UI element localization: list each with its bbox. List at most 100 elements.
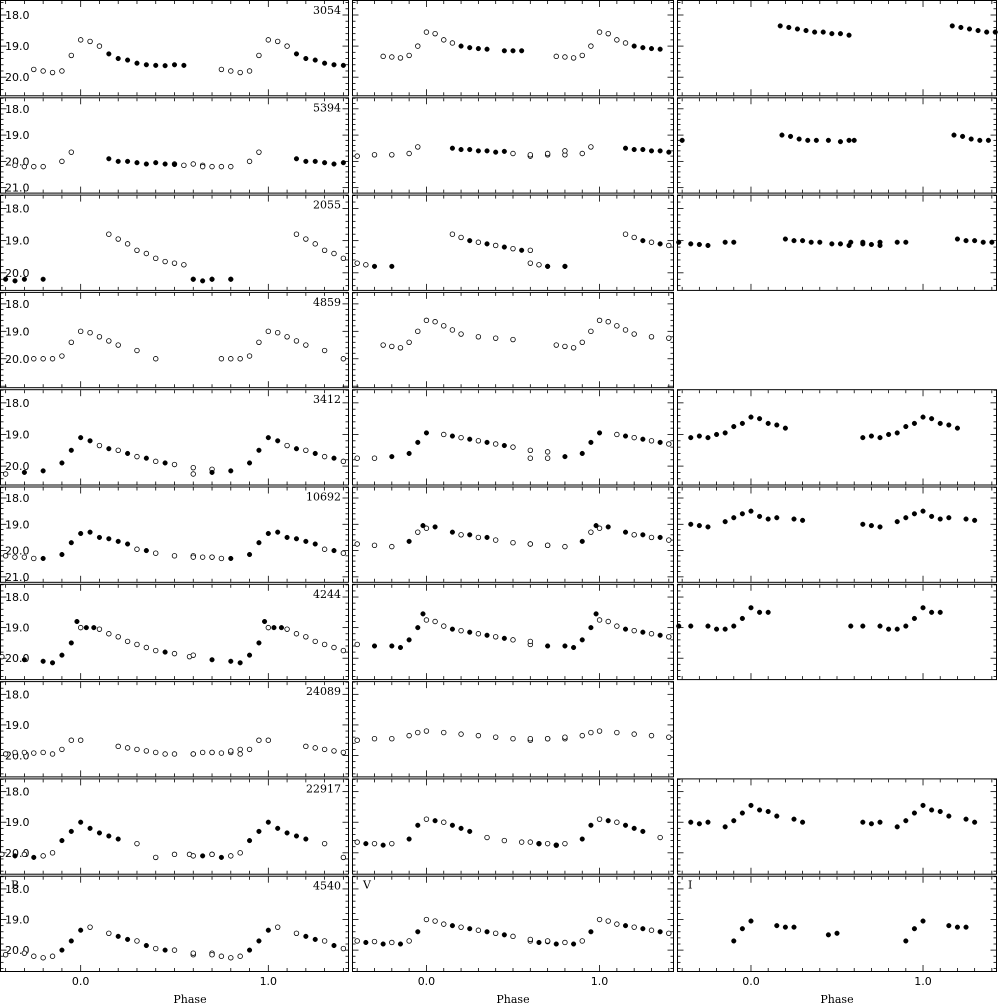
data-point-filled xyxy=(640,926,646,932)
data-point-filled xyxy=(696,821,702,827)
data-point-filled xyxy=(467,629,473,635)
data-point-open xyxy=(265,624,272,631)
data-point-filled xyxy=(877,239,883,245)
data-point-open xyxy=(588,144,594,150)
data-point-filled xyxy=(406,836,412,842)
panel-2055-B: 18.0 19.0 20.0 2055 xyxy=(0,194,349,291)
data-point-filled xyxy=(739,926,745,932)
data-point-filled xyxy=(153,160,159,166)
data-point-filled xyxy=(363,939,369,946)
data-point-open xyxy=(124,241,131,247)
data-point-filled xyxy=(78,435,84,441)
data-point-open xyxy=(397,55,404,61)
panel-frame xyxy=(352,0,674,97)
data-point-filled xyxy=(972,819,978,825)
data-point-open xyxy=(171,650,178,657)
data-point-filled xyxy=(553,842,559,848)
data-point-open xyxy=(415,729,421,736)
data-point-open xyxy=(631,532,637,538)
data-point-filled xyxy=(449,529,455,535)
panel-frame xyxy=(352,583,674,681)
data-point-open xyxy=(510,245,516,252)
data-point-open xyxy=(340,749,347,756)
data-point-open xyxy=(49,356,56,362)
data-point-filled xyxy=(256,447,262,453)
data-point-open xyxy=(199,554,206,560)
data-point-filled xyxy=(588,439,594,445)
data-point-filled xyxy=(256,828,262,834)
data-point-filled xyxy=(920,802,926,808)
data-point-filled xyxy=(68,640,74,646)
data-point-open xyxy=(475,631,482,637)
panel-3412-I xyxy=(677,389,997,486)
data-point-open xyxy=(631,924,637,930)
data-point-open xyxy=(432,30,438,37)
data-point-filled xyxy=(666,149,672,155)
data-point-open xyxy=(40,955,46,961)
data-point-filled xyxy=(597,430,603,436)
data-point-open xyxy=(354,455,360,461)
data-point-open xyxy=(321,453,328,460)
data-point-filled xyxy=(688,819,694,825)
data-point-filled xyxy=(911,420,917,426)
data-point-open xyxy=(544,840,551,847)
data-point-open xyxy=(527,247,534,253)
data-point-filled xyxy=(484,534,490,540)
data-point-filled xyxy=(972,238,978,244)
data-point-filled xyxy=(397,941,404,947)
data-point-open xyxy=(340,550,347,556)
data-point-filled xyxy=(980,239,986,245)
data-point-filled xyxy=(484,148,490,154)
data-point-open xyxy=(458,731,464,737)
data-point-filled xyxy=(631,43,637,49)
x-tick-label: 0.0 xyxy=(418,975,436,988)
data-point-open xyxy=(40,163,46,170)
data-point-open xyxy=(209,952,215,958)
data-point-open xyxy=(527,936,534,943)
y-tick-label: 18.0 xyxy=(5,298,30,311)
data-point-open xyxy=(484,834,490,841)
data-point-open xyxy=(312,241,318,247)
data-point-open xyxy=(354,737,360,743)
data-point-filled xyxy=(87,825,93,831)
data-point-filled xyxy=(846,242,852,249)
data-point-open xyxy=(218,555,225,562)
data-point-filled xyxy=(782,236,788,242)
data-point-open xyxy=(570,345,577,351)
data-point-filled xyxy=(929,513,935,519)
data-point-open xyxy=(321,641,328,648)
data-point-filled xyxy=(877,524,883,530)
data-point-filled xyxy=(78,927,84,933)
data-point-open xyxy=(340,647,347,654)
data-point-filled xyxy=(510,48,516,54)
data-point-filled xyxy=(605,818,611,824)
data-point-filled xyxy=(519,247,525,253)
data-point-open xyxy=(40,749,46,756)
data-point-open xyxy=(354,938,360,944)
data-point-open xyxy=(237,746,243,753)
data-point-open xyxy=(68,149,75,155)
y-tick-label: 21.0 xyxy=(5,182,30,195)
data-point-filled xyxy=(106,156,112,162)
y-tick-label: 19.0 xyxy=(5,518,30,531)
y-tick-label: 18.0 xyxy=(5,883,30,896)
data-point-open xyxy=(648,334,655,340)
data-point-filled xyxy=(622,626,629,632)
data-point-filled xyxy=(911,615,917,621)
data-point-filled xyxy=(562,454,568,460)
data-point-filled xyxy=(493,149,499,155)
data-point-open xyxy=(605,30,611,37)
data-point-open xyxy=(631,731,637,737)
data-point-filled xyxy=(657,241,663,247)
data-point-filled xyxy=(49,660,56,666)
data-point-filled xyxy=(293,156,300,162)
data-point-filled xyxy=(125,936,131,942)
data-point-open xyxy=(143,644,150,651)
data-point-open xyxy=(614,729,620,736)
data-point-filled xyxy=(837,241,843,247)
data-point-open xyxy=(190,464,196,471)
data-point-open xyxy=(321,938,328,944)
data-point-filled xyxy=(228,468,234,474)
data-point-open xyxy=(588,529,594,535)
data-point-filled xyxy=(303,538,309,544)
